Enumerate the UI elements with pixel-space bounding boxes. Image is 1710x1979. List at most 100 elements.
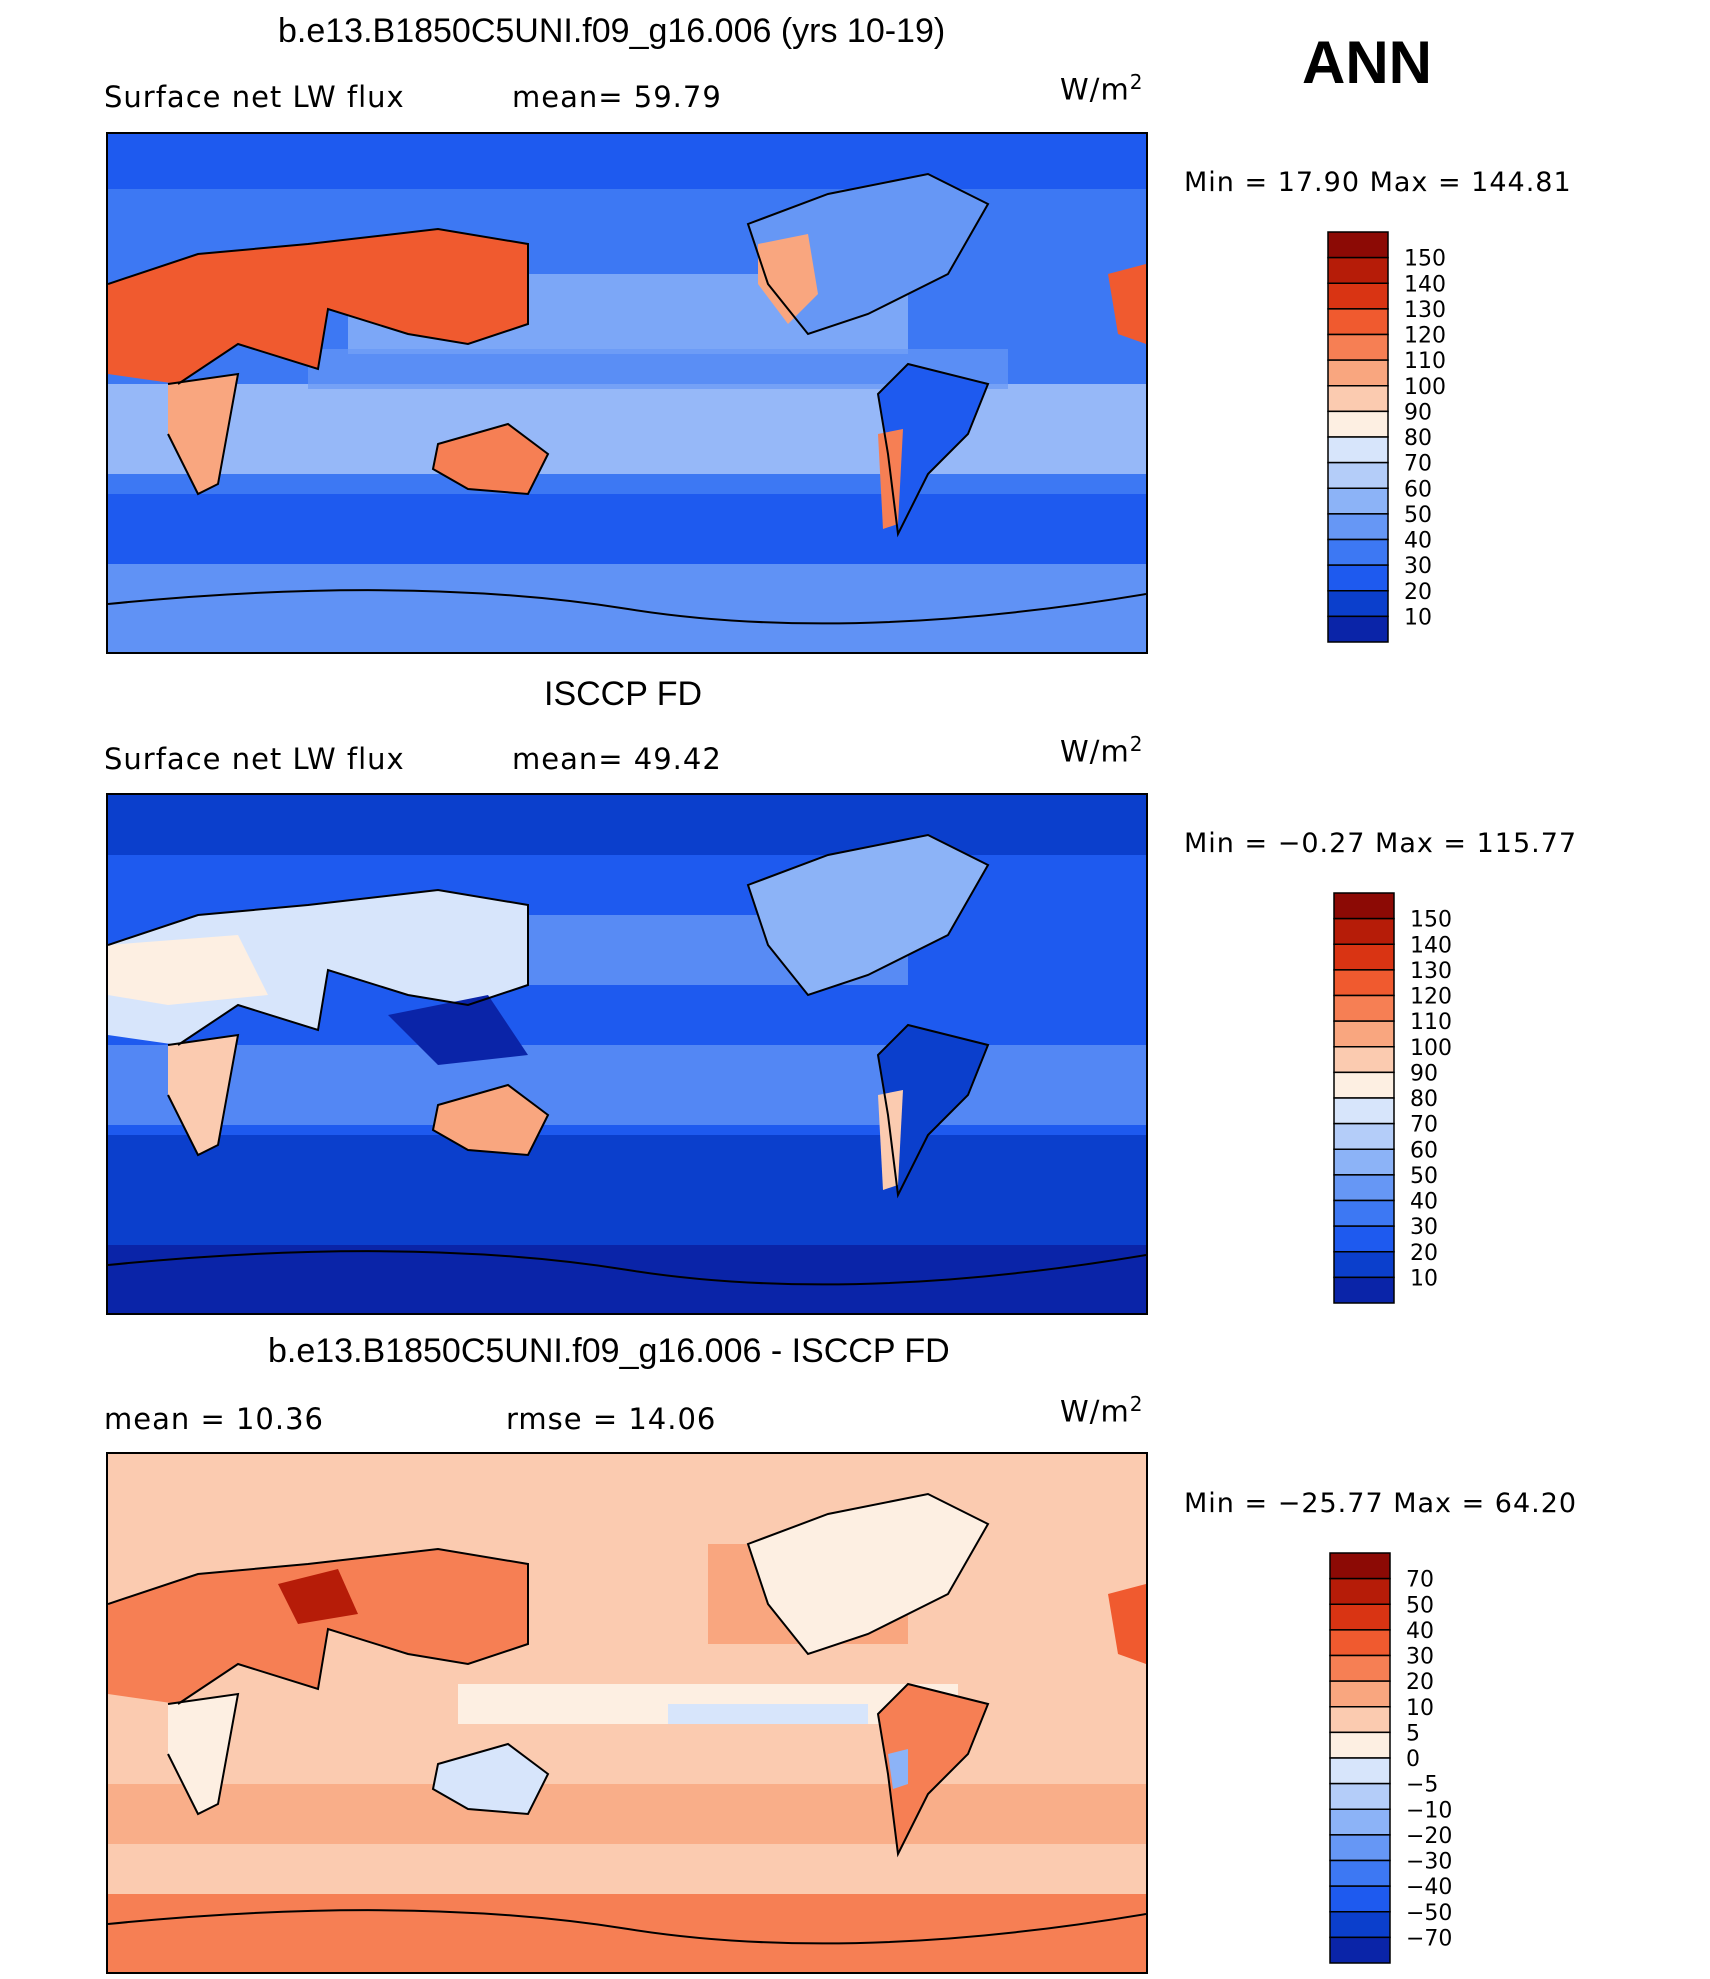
obs-colorbar-label: 20: [1410, 1241, 1438, 1266]
model-colorbar-label: 70: [1404, 452, 1432, 477]
season-label: ANN: [1302, 29, 1432, 96]
panel-model-map-svg: [108, 134, 1146, 652]
diff-colorbar-box: [1329, 1936, 1391, 1964]
diff-land-tibet: [278, 1569, 358, 1624]
diff-colorbar-box: [1329, 1782, 1391, 1810]
model-land-australia: [433, 424, 548, 494]
obs-colorbar-label: 130: [1410, 959, 1452, 984]
model-land-africa-south: [168, 374, 238, 494]
panel-model-minmax: Min = 17.90 Max = 144.81: [1184, 167, 1572, 198]
model-colorbar-box: [1327, 231, 1389, 259]
model-colorbar-label: 110: [1404, 349, 1446, 374]
obs-colorbar-box: [1333, 1097, 1395, 1125]
obs-band-polar-n: [108, 795, 1146, 855]
panel-model-title: b.e13.B1850C5UNI.f09_g16.006 (yrs 10-19): [278, 12, 946, 50]
model-colorbar-box: [1327, 615, 1389, 643]
model-band-southern-ocean: [108, 494, 1146, 564]
panel-model-variable-label: Surface net LW flux: [104, 80, 405, 114]
obs-band-antarctic: [108, 1245, 1146, 1313]
diff-colorbar-box: [1329, 1911, 1391, 1939]
panel-model-map: [106, 132, 1148, 654]
diff-band-southern: [108, 1784, 1146, 1844]
diff-colorbar-box: [1329, 1731, 1391, 1759]
panel-obs-units: W/m2: [1060, 732, 1144, 769]
panel-model-colorbar: 150 140 130 120 110 100 90 80 70 60 50 40 30 20 10: [1327, 231, 1488, 644]
obs-land-maritime: [388, 995, 528, 1065]
obs-colorbar-label: 140: [1410, 933, 1452, 958]
obs-colorbar-label: 60: [1410, 1138, 1438, 1163]
obs-colorbar-label: 120: [1410, 985, 1452, 1010]
obs-colorbar-label: 40: [1410, 1190, 1438, 1215]
panel-model-mean-label: mean= 59.79: [512, 80, 722, 114]
diff-colorbar-box: [1329, 1706, 1391, 1734]
model-colorbar-label: 40: [1404, 529, 1432, 554]
panel-diff-rmse-label: rmse = 14.06: [506, 1402, 717, 1436]
diff-colorbar-box: [1329, 1808, 1391, 1836]
obs-colorbar-label: 80: [1410, 1087, 1438, 1112]
obs-colorbar-label: 90: [1410, 1061, 1438, 1086]
diff-colorbar-label: 0: [1406, 1747, 1420, 1772]
diff-colorbar-box: [1329, 1629, 1391, 1657]
obs-colorbar-label: 110: [1410, 1010, 1452, 1035]
diff-coastlines: [108, 1492, 1146, 1945]
obs-colorbar-box: [1333, 892, 1395, 920]
diff-colorbar-box: [1329, 1603, 1391, 1631]
obs-land-north-america: [748, 835, 988, 995]
diff-colorbar-label: 5: [1406, 1721, 1420, 1746]
panel-diff-title: b.e13.B1850C5UNI.f09_g16.006 - ISCCP FD: [268, 1332, 950, 1370]
model-colorbar-label: 50: [1404, 503, 1432, 528]
model-colorbar-label: 140: [1404, 272, 1446, 297]
obs-band-subtrop-s: [108, 1045, 1146, 1125]
panel-diff-units: W/m2: [1060, 1392, 1144, 1429]
obs-colorbar-label: 150: [1410, 908, 1452, 933]
obs-land-sahara: [108, 935, 268, 1005]
diff-colorbar-label: −50: [1406, 1901, 1452, 1926]
obs-land-australia: [433, 1085, 548, 1155]
model-colorbar-box: [1327, 256, 1389, 284]
diff-colorbar-label: −30: [1406, 1850, 1452, 1875]
model-colorbar-box: [1327, 333, 1389, 361]
panel-diff-minmax: Min = −25.77 Max = 64.20: [1184, 1488, 1578, 1519]
obs-colorbar-box: [1333, 1148, 1395, 1176]
obs-colorbar-label: 70: [1410, 1113, 1438, 1138]
diff-colorbar-label: −10: [1406, 1798, 1452, 1823]
diff-colorbar-label: 20: [1406, 1670, 1434, 1695]
diff-land-west-sahara: [1108, 1584, 1146, 1664]
model-colorbar-label: 120: [1404, 324, 1446, 349]
model-colorbar-box: [1327, 410, 1389, 438]
diff-colorbar-label: −40: [1406, 1875, 1452, 1900]
obs-colorbar-box: [1333, 917, 1395, 945]
diff-colorbar-label: −20: [1406, 1824, 1452, 1849]
obs-colorbar-box: [1333, 1020, 1395, 1048]
diff-colorbar-box: [1329, 1885, 1391, 1913]
diff-band-pacific-blue: [668, 1704, 868, 1724]
obs-colorbar-box: [1333, 1122, 1395, 1150]
diff-colorbar-label: 50: [1406, 1593, 1434, 1618]
diff-band-antarctic: [108, 1894, 1146, 1972]
panel-obs-map-svg: [108, 795, 1146, 1313]
panel-diff-colorbar: 70 50 40 30 20 10 5 0 −5 −10 −20 −30 −40 −50 −70: [1329, 1552, 1490, 1965]
diff-land-australia: [433, 1744, 548, 1814]
model-land-south-america: [878, 364, 988, 534]
model-coastlines: [108, 172, 1146, 625]
model-colorbar-box: [1327, 538, 1389, 566]
diff-colorbar-box: [1329, 1654, 1391, 1682]
model-colorbar-label: 150: [1404, 247, 1446, 272]
panel-obs-mean-label: mean= 49.42: [512, 742, 722, 776]
diff-colorbar-label: 30: [1406, 1645, 1434, 1670]
model-colorbar-label: 80: [1404, 426, 1432, 451]
obs-coastlines: [108, 833, 1146, 1286]
obs-colorbar-box: [1333, 1046, 1395, 1074]
obs-land-africa-south: [168, 1035, 238, 1155]
model-land-west-sahara: [1108, 264, 1146, 344]
obs-land-south-america: [878, 1025, 988, 1195]
model-colorbar-box: [1327, 590, 1389, 618]
model-colorbar-label: 100: [1404, 375, 1446, 400]
diff-land-eurasia-hot: [108, 1549, 528, 1704]
diff-land-north-america: [748, 1494, 988, 1654]
model-colorbar-label: 10: [1404, 605, 1432, 630]
model-land-africa-eurasia: [108, 229, 528, 384]
model-colorbar-box: [1327, 436, 1389, 464]
model-colorbar-box: [1327, 513, 1389, 541]
